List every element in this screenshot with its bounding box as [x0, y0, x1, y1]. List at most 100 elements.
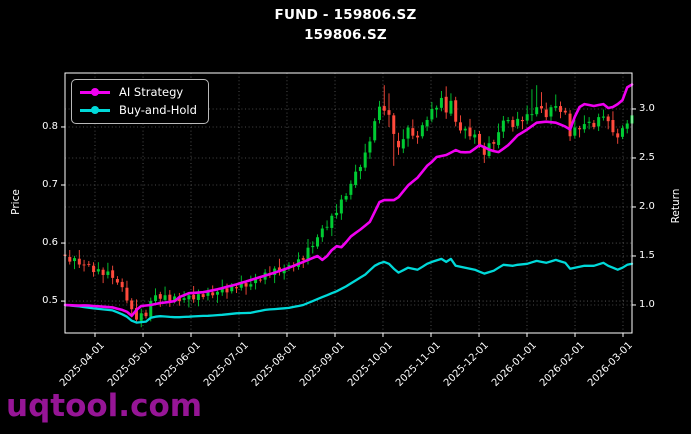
candle-body	[392, 115, 396, 134]
candle-body	[387, 110, 391, 115]
ai-strategy-line	[63, 83, 634, 318]
candle-body	[382, 106, 386, 111]
candle-body	[601, 116, 605, 118]
legend: AI Strategy Buy-and-Hold	[71, 79, 209, 124]
chart-title: FUND - 159806.SZ	[274, 7, 417, 23]
candle-body	[563, 110, 567, 113]
candle-body	[211, 292, 215, 296]
candle-body	[96, 269, 100, 272]
candle-body	[430, 108, 434, 120]
candle-body	[506, 120, 510, 122]
candle-body	[139, 313, 143, 321]
candle-body	[325, 226, 329, 228]
price-tick-label: 0.8	[42, 120, 58, 132]
candle-body	[258, 279, 262, 281]
candle-body	[611, 120, 615, 133]
candle-body	[482, 146, 486, 155]
candle-body	[235, 287, 239, 289]
return-tick-label: 3.0	[639, 102, 655, 114]
candle-body	[106, 271, 110, 275]
candle-body	[311, 245, 315, 248]
candle-body	[206, 291, 210, 296]
candle-body	[530, 114, 534, 116]
candle-body	[420, 125, 424, 137]
candle-body	[544, 109, 548, 118]
candle-body	[68, 256, 72, 262]
candle-body	[368, 141, 372, 153]
candle-body	[330, 215, 334, 228]
candle-body	[363, 152, 367, 168]
candle-body	[215, 291, 219, 295]
candle-body	[444, 96, 448, 113]
candle-body	[492, 142, 496, 144]
plot-border	[64, 72, 633, 334]
candle-body	[535, 107, 539, 115]
legend-item-ai-strategy: AI Strategy	[80, 85, 197, 99]
candle-body	[454, 100, 458, 122]
candle-body	[620, 128, 624, 137]
candle-body	[458, 122, 462, 131]
candle-body	[168, 294, 172, 301]
candle-body	[516, 118, 520, 126]
buy-and-hold-line	[63, 257, 634, 324]
candle-body	[525, 114, 529, 121]
candle-body	[568, 113, 572, 137]
candle-body	[144, 312, 148, 317]
candle-body	[592, 122, 596, 127]
ai-strategy-line-marker-icon	[80, 88, 110, 96]
candle-body	[163, 295, 167, 300]
candle-body	[115, 279, 119, 283]
candle-body	[573, 127, 577, 136]
candle-body	[435, 107, 439, 110]
candle-body	[478, 133, 482, 146]
candle-body	[582, 124, 586, 130]
candle-body	[339, 199, 343, 214]
candle-body	[501, 120, 505, 132]
watermark: uqtool.com	[6, 388, 203, 424]
candle-body	[358, 167, 362, 172]
candle-body	[497, 132, 501, 145]
legend-label: AI Strategy	[119, 85, 184, 99]
candle-body	[230, 285, 234, 292]
candle-body	[597, 117, 601, 127]
candle-body	[173, 296, 177, 302]
candle-body	[282, 269, 286, 274]
candle-body	[154, 295, 158, 302]
candle-body	[468, 127, 472, 137]
candle-body	[616, 133, 620, 138]
candle-body	[397, 140, 401, 148]
candle-body	[349, 183, 353, 195]
candle-body	[201, 294, 205, 298]
candle-body	[520, 120, 524, 122]
candle-body	[77, 258, 81, 265]
candle-body	[101, 269, 105, 275]
candle-body	[625, 123, 629, 129]
candle-body	[316, 237, 320, 247]
candle-body	[344, 196, 348, 200]
legend-label: Buy-and-Hold	[119, 103, 197, 117]
candle-body	[320, 228, 324, 238]
return-tick-label: 1.5	[639, 249, 655, 261]
candle-body	[473, 134, 477, 138]
price-tick-label: 0.5	[42, 295, 58, 307]
candle-body	[549, 107, 553, 117]
candle-body	[73, 258, 77, 262]
candle-body	[511, 120, 515, 127]
candle-body	[111, 270, 115, 278]
candle-body	[539, 106, 543, 109]
candle-body	[225, 288, 229, 293]
candle-body	[401, 139, 405, 149]
candle-body	[196, 294, 200, 300]
candle-body	[425, 120, 429, 127]
candle-body	[125, 287, 129, 301]
candle-body	[239, 282, 243, 288]
chart-subtitle: 159806.SZ	[304, 27, 387, 43]
buy-hold-line-marker-icon	[80, 106, 110, 114]
candle-body	[406, 127, 410, 139]
candle-body	[220, 288, 224, 293]
candle-body	[182, 298, 186, 300]
candle-body	[416, 135, 420, 138]
candle-body	[559, 106, 563, 112]
